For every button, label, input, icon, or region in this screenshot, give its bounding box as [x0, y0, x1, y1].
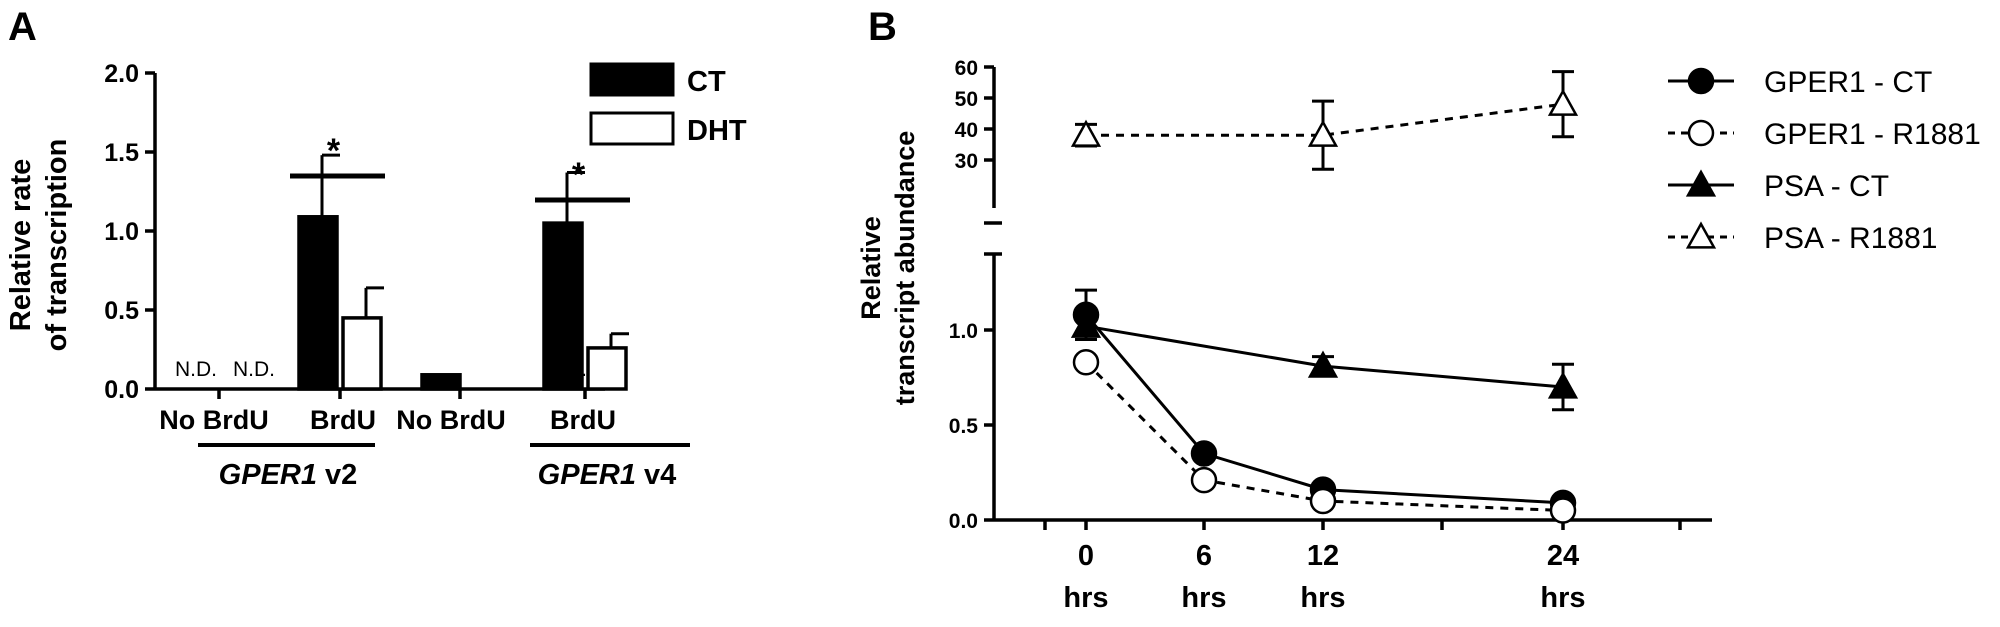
panel-b-ylabel-line2: transcript abundance — [890, 131, 920, 406]
panel-a-category-label: BrdU — [310, 405, 376, 435]
panel-b-marker-triangle — [1070, 119, 1102, 147]
panel-a-ylabel-line2: of transcription — [41, 139, 73, 352]
panel-a-legend-label: CT — [687, 66, 726, 98]
panel-b-marker-circle — [1072, 349, 1100, 376]
panel-b: B Relative transcript abundance 0.0 0.5 1.… — [856, 5, 1981, 614]
panel-b-marker-circle — [1190, 466, 1218, 494]
panel-b-marker-circle — [1687, 119, 1715, 147]
panel-a-y-tick-label: 1.5 — [104, 139, 139, 167]
panel-a-nd-label: N.D. — [233, 358, 275, 381]
panel-b-legend-label: PSA - CT — [1764, 170, 1889, 203]
panel-a-legend-swatch-dht — [589, 111, 675, 146]
panel-a-group-label-variant: v2 — [317, 459, 357, 491]
panel-b-series — [1070, 70, 1579, 524]
panel-a-bars: N.D. N.D. N.D. * * — [175, 132, 630, 391]
panel-a-category-label: No BrdU — [159, 405, 269, 435]
panel-b-marker-triangle — [1685, 221, 1717, 249]
panel-a-group-label: GPER1 v2 — [219, 459, 358, 491]
panel-b-x-tick-label: 24 — [1547, 540, 1579, 572]
panel-b-y-tick-label: 1.0 — [949, 320, 978, 343]
panel-b-marker-triangle — [1685, 169, 1717, 197]
panel-a-group-label-gene: GPER1 — [219, 459, 317, 491]
panel-a-category-label: BrdU — [550, 405, 616, 435]
panel-a: A Relative rate of transcription 0.0 0.5 1… — [5, 5, 747, 491]
panel-b-legend-label: PSA - R1881 — [1764, 222, 1937, 255]
panel-b-y-tick-label: 0.5 — [949, 415, 979, 438]
panel-a-group-label-variant: v4 — [636, 459, 676, 491]
panel-a-legend-label: DHT — [687, 115, 747, 147]
panel-a-y-tick-label: 2.0 — [104, 60, 139, 88]
panel-b-marker-circle — [1549, 497, 1577, 524]
panel-a-ylabel-line1: Relative rate — [5, 159, 37, 332]
panel-b-legend-label: GPER1 - CT — [1764, 66, 1932, 99]
panel-b-series-line — [1084, 313, 1564, 505]
panel-b-marker-circle — [1190, 440, 1218, 467]
panel-a-bar-dht — [341, 316, 383, 391]
panel-b-y-tick-label: 0.0 — [949, 510, 978, 533]
panel-a-legend: CT DHT — [589, 62, 747, 147]
panel-b-x-unit-label: hrs — [1063, 582, 1108, 614]
panel-b-series-line — [1084, 361, 1564, 512]
panel-b-legend: GPER1 - CT GPER1 - R1881 PSA - CT PSA - R18… — [1668, 66, 1981, 255]
panel-b-legend-label: GPER1 - R1881 — [1764, 118, 1981, 151]
panel-a-group-label-gene: GPER1 — [538, 459, 636, 491]
panel-b-y-tick-label: 60 — [955, 57, 978, 80]
panel-b-y-tick-label: 40 — [955, 119, 978, 142]
panel-b-x-unit-label: hrs — [1181, 582, 1226, 614]
panel-a-category-label: No BrdU — [396, 405, 506, 435]
panel-a-y-tick-label: 0.5 — [104, 297, 139, 325]
panel-b-series-line — [1086, 102, 1564, 137]
panel-a-bar-ct — [420, 373, 462, 391]
panel-b-y-tick-label: 30 — [955, 150, 978, 173]
panel-b-marker-triangle — [1070, 310, 1102, 338]
panel-b-label: B — [868, 5, 897, 49]
panel-b-ylabel-line1: Relative — [856, 216, 886, 320]
panel-a-axes: 0.0 0.5 1.0 1.5 2.0 No BrdU BrdU No BrdU BrdU GPE… — [104, 60, 690, 491]
panel-b-marker-circle — [1687, 67, 1715, 95]
panel-a-bar-dht — [586, 346, 628, 391]
panel-b-marker-triangle — [1547, 371, 1579, 399]
panel-a-significance-star: * — [327, 132, 341, 170]
panel-a-label: A — [8, 5, 37, 49]
panel-b-marker-circle — [1309, 487, 1337, 515]
panel-b-marker-triangle — [1307, 119, 1339, 147]
panel-a-nd-label: N.D. — [175, 358, 217, 381]
panel-b-axes: 0.0 0.5 1.0 30 40 50 60 0 hrs 6 hrs 12 hrs 24 hrs — [949, 57, 1712, 614]
panel-b-x-unit-label: hrs — [1540, 582, 1585, 614]
panel-a-legend-swatch-ct — [589, 62, 675, 97]
panel-a-bar-ct — [297, 215, 339, 391]
panel-a-y-tick-label: 1.0 — [104, 218, 139, 246]
panel-a-significance-star: * — [572, 156, 586, 194]
panel-b-x-tick-label: 0 — [1078, 540, 1094, 572]
panel-b-marker-triangle — [1547, 88, 1579, 116]
panel-b-x-unit-label: hrs — [1300, 582, 1345, 614]
panel-b-x-tick-label: 6 — [1196, 540, 1212, 572]
panel-a-nd-label: N.D. — [545, 358, 587, 381]
panel-b-marker-triangle — [1307, 350, 1339, 378]
panel-a-group-label: GPER1 v4 — [538, 459, 677, 491]
panel-b-x-tick-label: 12 — [1307, 540, 1339, 572]
panel-b-y-tick-label: 50 — [955, 88, 978, 111]
panel-a-y-tick-label: 0.0 — [104, 376, 139, 404]
panel-a-bar-ct — [542, 221, 584, 391]
